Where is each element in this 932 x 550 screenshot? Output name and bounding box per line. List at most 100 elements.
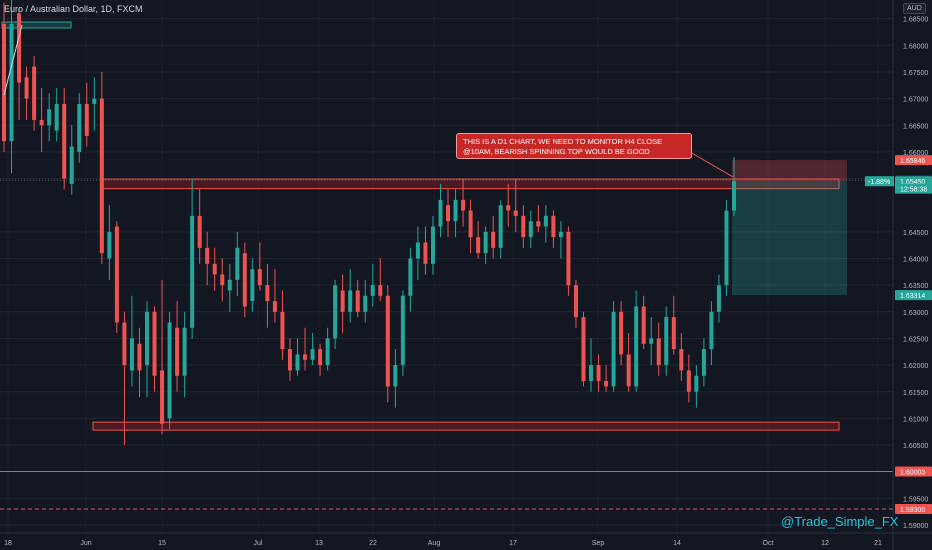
price-label-bg <box>895 466 932 477</box>
candle-body <box>415 242 420 259</box>
candle-body <box>483 231 488 254</box>
candle-body <box>400 295 405 366</box>
candle-body <box>423 242 428 264</box>
candle-body <box>716 285 721 312</box>
price-label-bg <box>895 183 932 194</box>
x-tick-label: 12 <box>821 540 829 547</box>
candle-body <box>634 306 639 387</box>
candle-body <box>701 349 706 376</box>
candle-body <box>385 295 390 387</box>
watermark-handle: @Trade_Simple_FX <box>781 514 899 529</box>
y-tick-label: 1.68500 <box>903 17 928 24</box>
candle-body <box>54 103 59 131</box>
chart-zones <box>0 21 893 510</box>
candle-body <box>122 322 127 366</box>
y-tick-label: 1.61000 <box>903 416 928 423</box>
candle-body <box>84 103 89 136</box>
candle-body <box>453 199 458 222</box>
candle-body <box>724 210 729 286</box>
price-label: 1.65450 <box>900 179 925 186</box>
candle-body <box>62 103 67 179</box>
candle-body <box>393 365 398 387</box>
candle-body <box>551 215 556 238</box>
candle-body <box>430 226 435 264</box>
candle-body <box>272 301 277 312</box>
annotation-line-1: THIS IS A D1 CHART, WE NEED TO MONITOR H… <box>463 137 663 146</box>
candle-body <box>205 247 210 264</box>
candle-body <box>521 215 526 238</box>
x-tick-label: 21 <box>874 540 882 547</box>
y-tick-label: 1.68000 <box>903 43 928 50</box>
candle-body <box>167 322 172 419</box>
candle-body <box>348 290 353 312</box>
candle-body <box>295 354 300 371</box>
y-tick-label: 1.59500 <box>903 496 928 503</box>
currency-badge[interactable]: AUD <box>903 3 926 14</box>
candle-body <box>24 77 29 99</box>
candle-body <box>536 221 541 227</box>
x-tick-label: 22 <box>369 540 377 547</box>
price-label: 1.63314 <box>900 293 925 300</box>
candlestick-series <box>2 0 736 446</box>
candle-body <box>137 343 142 371</box>
y-tick-label: 1.67500 <box>903 70 928 77</box>
price-label: 1.59300 <box>900 507 925 514</box>
candle-body <box>363 295 368 312</box>
candle-body <box>333 285 338 339</box>
candle-body <box>596 365 601 382</box>
candle-body <box>9 23 14 142</box>
y-tick-label: 1.60500 <box>903 443 928 450</box>
candle-body <box>220 274 225 286</box>
candle-body <box>2 23 6 142</box>
candle-body <box>476 237 481 254</box>
candle-body <box>370 285 375 296</box>
candle-body <box>175 327 180 376</box>
y-tick-label: 1.67000 <box>903 97 928 104</box>
x-tick-label: 15 <box>158 540 166 547</box>
candle-body <box>235 247 240 280</box>
candle-body <box>468 210 473 238</box>
y-tick-label: 1.59000 <box>903 523 928 530</box>
x-tick-label: 17 <box>509 540 517 547</box>
candle-body <box>732 181 736 211</box>
candle-body <box>257 269 262 286</box>
candle-body <box>378 285 383 296</box>
annotation-line-2: @10AM, BEARISH SPINNING TOP WOULD BE GOO… <box>463 147 650 156</box>
y-tick-label: 1.62500 <box>903 336 928 343</box>
y-tick-label: 1.62000 <box>903 363 928 370</box>
candle-body <box>310 349 315 360</box>
candle-body <box>77 103 82 152</box>
x-tick-label: Jun <box>80 540 91 547</box>
candle-body <box>679 349 684 371</box>
time-axis[interactable]: 18 Jun 15 Jul 13 22 Aug 17 Sep 14 Oct 12 21 <box>0 532 932 547</box>
candle-body <box>446 205 451 222</box>
candle-body <box>506 205 511 211</box>
candle-body <box>491 231 496 248</box>
candle-body <box>69 146 74 184</box>
candle-body <box>619 311 624 355</box>
candle-body <box>144 311 149 366</box>
x-tick-label: Sep <box>592 540 605 547</box>
chart-annotations <box>3 24 734 178</box>
x-tick-label: 14 <box>673 540 681 547</box>
candle-body <box>355 290 360 312</box>
candle-body <box>566 231 571 286</box>
candle-body <box>611 311 616 387</box>
candle-body <box>513 210 518 216</box>
y-tick-label: 1.64500 <box>903 230 928 237</box>
price-label: 1.60003 <box>900 470 925 477</box>
candle-body <box>340 290 345 312</box>
x-tick-label: Aug <box>428 540 441 547</box>
x-tick-label: 13 <box>315 540 323 547</box>
candle-body <box>280 311 285 350</box>
price-label-bg <box>895 504 932 515</box>
candle-body <box>461 199 466 211</box>
price-axis[interactable]: 1.68500 1.68000 1.67500 1.67000 1.66500 1.660… <box>865 0 932 550</box>
candle-body <box>190 215 195 328</box>
symbol-title[interactable]: Euro / Australian Dollar, 1D, FXCM <box>4 4 143 14</box>
x-tick-label: Oct <box>763 540 774 547</box>
candle-body <box>92 98 97 104</box>
y-tick-label: 1.64000 <box>903 257 928 264</box>
annotation-note[interactable]: THIS IS A D1 CHART, WE NEED TO MONITOR H… <box>456 133 692 159</box>
